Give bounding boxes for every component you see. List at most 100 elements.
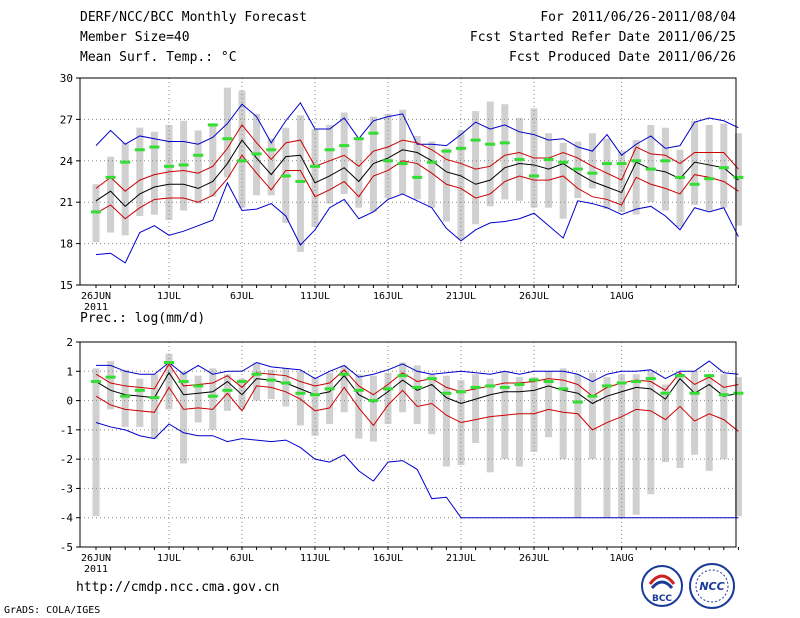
x-year-label: 2011 [84,564,108,575]
obs-mark [573,401,583,404]
range-bar [706,125,713,211]
obs-mark [646,168,656,171]
range-bar [487,101,494,206]
obs-mark [529,379,539,382]
range-bar [399,110,406,194]
obs-mark [208,395,218,398]
obs-mark [310,393,320,396]
range-bar [545,133,552,208]
obs-mark [617,162,627,165]
range-bar [560,368,567,459]
obs-mark [325,148,335,151]
range-bar [633,374,640,515]
range-bar [209,368,216,430]
source-url[interactable]: http://cmdp.ncc.cma.gov.cn [76,580,280,595]
obs-mark [266,379,276,382]
x-tick-label: 1AUG [610,291,634,302]
y-tick-label: -3 [60,482,73,495]
obs-mark [631,380,641,383]
range-bar [647,371,654,494]
obs-mark [558,387,568,390]
obs-mark [485,384,495,387]
range-bar [691,371,698,454]
y-tick-label: 21 [60,196,73,209]
obs-mark [164,361,174,364]
range-bar [706,374,713,471]
obs-mark [193,384,203,387]
panel-1: 15 18 21 24 27 30 26JUN 1JUL 6JUL 11JUL 16JUL 21JUL… [60,72,744,313]
panel-2: -5 -4 -3 -2 -1 0 1 2 26JUN 1JUL 6JUL 11JUL 16JUL 21JU… [60,311,744,575]
range-bar [399,363,406,413]
x-tick-label: 21JUL [446,553,476,564]
obs-mark [295,392,305,395]
obs-mark [514,383,524,386]
obs-mark [675,176,685,179]
obs-mark [719,393,729,396]
obs-mark [690,183,700,186]
obs-mark [529,174,539,177]
obs-mark [704,177,714,180]
obs-mark [398,374,408,377]
ncc-logo-text: NCC [699,580,724,593]
obs-mark [354,137,364,140]
obs-mark [310,165,320,168]
range-bar [443,376,450,467]
y-tick-label: 15 [60,279,73,292]
obs-mark [120,161,130,164]
obs-mark [412,176,422,179]
obs-mark [471,139,481,142]
y-tick-label: 27 [60,113,73,126]
y-tick-label: -1 [60,424,73,437]
x-tick-label: 1JUL [157,291,181,302]
obs-mark [237,380,247,383]
obs-mark [602,384,612,387]
range-bar [136,379,143,427]
obs-mark [719,166,729,169]
obs-mark [281,174,291,177]
obs-mark [733,176,743,179]
range-bar [297,115,304,252]
y-tick-label: -2 [60,453,73,466]
range-bar [677,374,684,468]
y-tick-label: 30 [60,72,73,85]
range-bar [370,376,377,442]
x-tick-label: 26JUL [519,553,549,564]
x-tick-label: 1AUG [610,553,634,564]
range-bar [107,157,114,233]
bcc-logo-text: BCC [652,594,672,604]
obs-mark [471,386,481,389]
y-tick-label: 2 [66,336,73,349]
range-bar [516,377,523,466]
x-tick-label: 11JUL [300,291,330,302]
obs-mark [383,387,393,390]
obs-mark [106,176,116,179]
x-tick-label: 21JUL [446,291,476,302]
obs-mark [427,377,437,380]
x-tick-label: 6JUL [230,291,254,302]
obs-mark [193,154,203,157]
range-bar [589,373,596,459]
y-tick-label: -5 [60,541,73,554]
obs-mark [544,158,554,161]
obs-mark [544,380,554,383]
range-bar [414,136,421,199]
obs-mark [368,132,378,135]
obs-mark [631,159,641,162]
range-bar [662,128,669,211]
x-tick-label: 16JUL [373,291,403,302]
bcc-logo-icon: BCC [640,564,684,608]
y-tick-label: 18 [60,238,73,251]
range-bar [195,376,202,423]
obs-mark [91,380,101,383]
obs-mark [427,161,437,164]
obs-mark [558,161,568,164]
obs-mark [135,389,145,392]
obs-mark [91,210,101,213]
obs-mark [675,374,685,377]
obs-mark [179,380,189,383]
x-tick-label: 1JUL [157,553,181,564]
obs-mark [660,159,670,162]
range-bar [560,143,567,219]
obs-mark [368,399,378,402]
range-bar [136,128,143,216]
